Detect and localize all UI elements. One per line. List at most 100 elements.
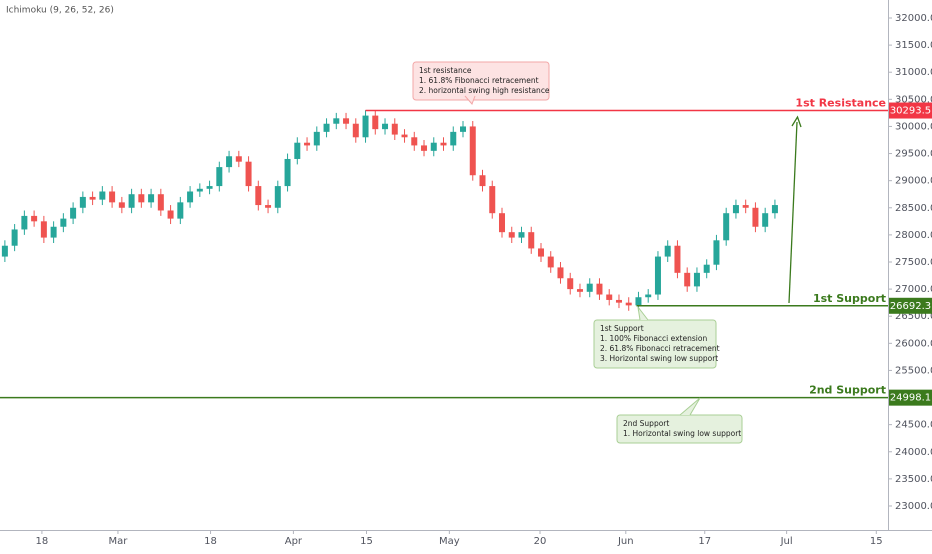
candle-body — [752, 207, 759, 227]
candle-body — [528, 232, 535, 249]
candle-body — [771, 205, 778, 214]
candle-body — [79, 196, 86, 208]
y-tick-label: 24000.0 — [895, 447, 932, 458]
y-tick-label: 28000.0 — [895, 230, 932, 241]
y-tick-label: 32000.0 — [895, 13, 932, 24]
candle-body — [615, 299, 622, 303]
candle-body — [148, 194, 155, 203]
candle-body — [469, 126, 476, 176]
candle-body — [50, 226, 57, 238]
candle-body — [586, 283, 593, 292]
candle-body — [723, 213, 730, 241]
candle-body — [1, 245, 8, 257]
annotation-text: 1. 61.8% Fibonacci retracement — [419, 76, 539, 85]
candle-body — [118, 202, 125, 208]
candle-body — [70, 207, 77, 219]
candle-body — [157, 194, 164, 211]
candle-body — [109, 191, 116, 203]
candle-body — [674, 245, 681, 273]
candle-body — [235, 156, 242, 162]
candle-body — [713, 240, 720, 265]
candle-body — [732, 205, 739, 214]
candle-body — [206, 186, 213, 189]
candle-body — [489, 186, 496, 214]
annotation-text: 1st resistance — [419, 66, 472, 75]
candle-body — [557, 267, 564, 279]
candle-body — [518, 232, 525, 238]
annotation-tail — [679, 397, 701, 416]
candle-body — [187, 191, 194, 203]
candle-body — [430, 142, 437, 151]
x-tick-label: 20 — [534, 536, 547, 547]
candle-body — [596, 283, 603, 295]
y-tick-label: 29000.0 — [895, 176, 932, 187]
level-label: 1st Support — [813, 292, 886, 305]
annotation-tail — [464, 95, 476, 105]
candle-body — [362, 115, 369, 138]
candle-body — [421, 145, 428, 151]
candle-body — [645, 294, 652, 298]
level-label: 2nd Support — [809, 384, 886, 397]
annotation-box — [412, 61, 550, 101]
y-tick-label: 30500.0 — [895, 94, 932, 105]
candle-body — [265, 205, 272, 208]
candle-body — [333, 118, 340, 124]
candle-body — [343, 118, 350, 124]
x-tick-label: Apr — [285, 536, 303, 547]
candle-body — [284, 158, 291, 187]
y-tick-label: 24500.0 — [895, 420, 932, 431]
candle-body — [576, 289, 583, 292]
candle-body — [313, 131, 320, 146]
y-tick-label: 26000.0 — [895, 338, 932, 349]
candle-body — [60, 218, 67, 227]
x-tick-label: Jul — [780, 536, 793, 547]
annotation-box — [616, 414, 743, 444]
candle-body — [654, 256, 661, 295]
candle-body — [508, 232, 515, 238]
level-label: 1st Resistance — [795, 97, 886, 110]
candle-body — [372, 115, 379, 130]
candle-body — [304, 142, 311, 146]
price-badge — [889, 389, 932, 406]
candle-body — [99, 191, 106, 200]
candle-body — [226, 156, 233, 168]
candle-body — [294, 142, 301, 159]
candle-body — [479, 175, 486, 187]
y-tick-label: 29500.0 — [895, 149, 932, 160]
price-badge-label: 24998.1 — [890, 393, 931, 404]
candle-body — [323, 123, 330, 132]
annotation-tail — [637, 306, 649, 321]
candle-body — [450, 131, 457, 146]
candle-body — [498, 213, 505, 233]
candle-body — [31, 215, 38, 222]
x-tick-label: 18 — [36, 536, 49, 547]
candle-body — [167, 210, 174, 219]
candle-body — [703, 264, 710, 273]
candle-body — [274, 186, 281, 208]
candle-body — [138, 194, 145, 203]
x-tick-label: 15 — [360, 536, 373, 547]
annotation-text: 2. horizontal swing high resistance — [419, 86, 550, 95]
x-tick-label: Jun — [617, 536, 634, 547]
candle-body — [40, 221, 47, 238]
price-badge-label: 26692.3 — [890, 301, 931, 312]
y-tick-label: 28500.0 — [895, 203, 932, 214]
candle-body — [411, 137, 418, 146]
price-badge — [889, 102, 932, 119]
x-tick-label: 18 — [204, 536, 217, 547]
candle-body — [401, 134, 408, 138]
candle-body — [382, 123, 389, 130]
x-tick-label: 15 — [870, 536, 883, 547]
candle-body — [606, 294, 613, 300]
indicator-label: Ichimoku (9, 26, 52, 26) — [6, 6, 114, 16]
candle-body — [245, 161, 252, 187]
x-tick-label: 17 — [698, 536, 711, 547]
annotation-text: 1st Support — [600, 324, 644, 333]
annotation-text: 2. 61.8% Fibonacci retracement — [600, 344, 720, 353]
x-tick-label: Mar — [109, 536, 129, 547]
candle-body — [89, 196, 96, 200]
candle-body — [352, 123, 359, 138]
candle-body — [742, 205, 749, 208]
arrow — [788, 121, 798, 304]
